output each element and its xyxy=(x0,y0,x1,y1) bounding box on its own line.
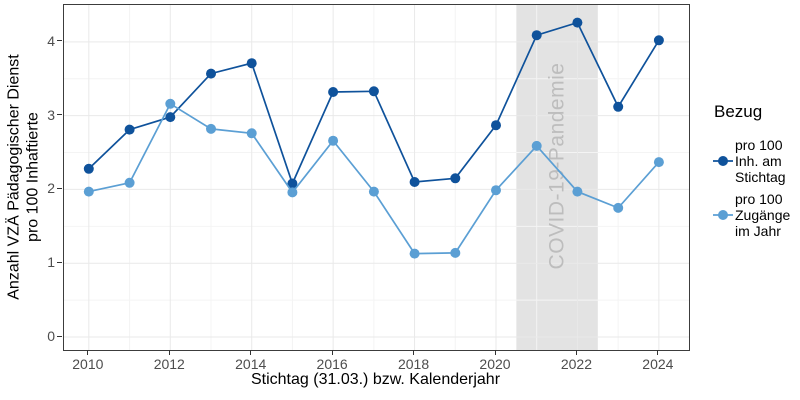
x-tick-label: 2016 xyxy=(316,356,348,372)
x-tick-mark xyxy=(250,350,252,355)
plot-panel: COVID-19-Pandemie xyxy=(63,4,690,351)
legend-key-stichtag xyxy=(713,156,733,166)
legend-label-line: im Jahr xyxy=(735,223,781,239)
data-point xyxy=(409,177,420,187)
data-point xyxy=(287,178,298,189)
y-tick-mark xyxy=(57,40,62,42)
data-point xyxy=(206,68,216,79)
covid-annotation-label: COVID-19-Pandemie xyxy=(546,63,569,270)
data-point xyxy=(613,101,624,112)
x-tick-label: 2024 xyxy=(642,356,674,372)
y-tick-label: 1 xyxy=(47,254,55,271)
data-point xyxy=(124,177,135,188)
x-tick-label: 2020 xyxy=(479,356,511,372)
legend-key-dot xyxy=(718,156,728,166)
data-point xyxy=(491,185,501,196)
data-point xyxy=(653,35,664,46)
data-point xyxy=(491,120,501,131)
legend-label-line: pro 100 xyxy=(735,137,783,153)
data-point xyxy=(165,112,176,123)
data-point xyxy=(531,140,542,151)
x-axis-title: Stichtag (31.03.) bzw. Kalenderjahr xyxy=(250,371,501,388)
data-point xyxy=(246,58,257,69)
x-tick-label: 2010 xyxy=(72,356,104,372)
y-tick-mark xyxy=(57,187,62,189)
data-point xyxy=(83,186,94,197)
data-point xyxy=(206,123,216,134)
legend-label-line: Zugänge xyxy=(735,207,791,223)
legend-key-dot xyxy=(718,210,728,220)
legend: Bezug pro 100 Inh. am Stichtag pro 100 Z… xyxy=(712,102,800,245)
y-tick-label: 4 xyxy=(47,32,55,49)
x-tick-mark xyxy=(168,350,170,355)
data-point xyxy=(124,124,135,135)
x-tick-mark xyxy=(87,350,89,355)
data-point xyxy=(531,30,542,41)
plot-svg: COVID-19-Pandemie xyxy=(64,5,689,350)
x-tick-mark xyxy=(331,350,333,355)
y-tick-mark xyxy=(57,261,62,263)
x-tick-label: 2022 xyxy=(560,356,592,372)
covid-band xyxy=(516,5,598,350)
x-tick-mark xyxy=(657,350,659,355)
data-point xyxy=(165,98,176,109)
data-point xyxy=(409,248,420,259)
y-tick-label: 2 xyxy=(47,180,55,197)
data-point xyxy=(572,186,583,197)
data-point xyxy=(328,135,339,146)
legend-key-zugaenge xyxy=(713,210,733,220)
legend-label-line: Inh. am xyxy=(735,153,782,169)
y-tick-label: 3 xyxy=(47,106,55,123)
data-point xyxy=(450,247,461,258)
data-point xyxy=(450,173,461,184)
x-tick-mark xyxy=(413,350,415,355)
x-tick-mark xyxy=(575,350,577,355)
y-axis-title-line1: Anzahl VZÄ Pädagogischer Dienst xyxy=(6,54,23,300)
legend-label-line: Stichtag xyxy=(735,169,786,185)
data-point xyxy=(83,163,94,174)
x-tick-mark xyxy=(494,350,496,355)
y-tick-label: 0 xyxy=(47,328,55,344)
legend-label-stichtag: pro 100 Inh. am Stichtag xyxy=(735,137,786,185)
y-tick-mark xyxy=(57,335,62,337)
y-tick-mark xyxy=(57,114,62,116)
legend-label-line: pro 100 xyxy=(735,191,783,207)
data-point xyxy=(246,128,257,139)
data-point xyxy=(572,17,583,28)
y-axis-title: Anzahl VZÄ Pädagogischer Dienst pro 100 … xyxy=(0,0,48,354)
x-tick-label: 2018 xyxy=(397,356,430,372)
legend-title: Bezug xyxy=(714,102,763,121)
x-tick-label: 2014 xyxy=(235,356,267,372)
data-point xyxy=(368,86,379,97)
data-point xyxy=(287,187,298,198)
x-tick-label: 2012 xyxy=(153,356,185,372)
legend-entry-stichtag: pro 100 Inh. am Stichtag xyxy=(712,137,800,185)
data-point xyxy=(613,202,624,213)
data-point xyxy=(653,157,664,168)
data-point xyxy=(368,186,379,197)
legend-entry-zugaenge: pro 100 Zugänge im Jahr xyxy=(712,191,800,239)
legend-label-zugaenge: pro 100 Zugänge im Jahr xyxy=(735,191,790,239)
data-point xyxy=(328,87,339,97)
